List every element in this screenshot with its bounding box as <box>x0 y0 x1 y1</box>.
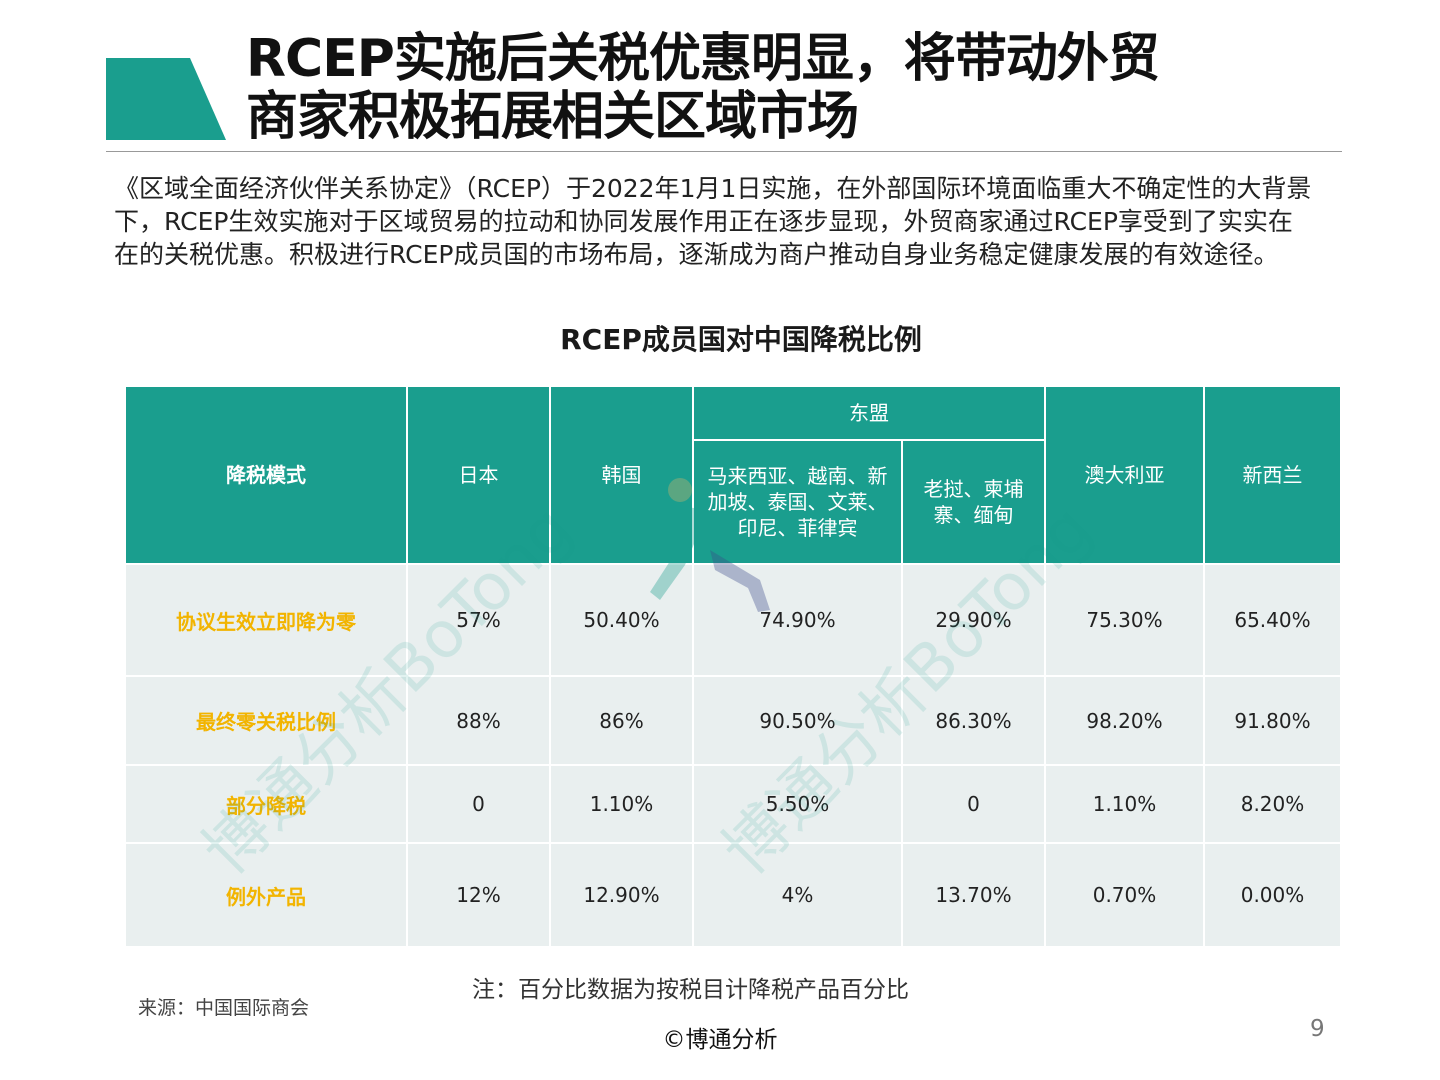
title-accent-shape <box>106 58 226 140</box>
table-cell: 65.40% <box>1203 563 1342 677</box>
table-cell: 0 <box>901 764 1046 844</box>
tariff-table: 降税模式 日本 韩国 东盟 澳大利亚 新西兰 马来西亚、越南、新加坡、泰国、文莱… <box>124 385 1342 948</box>
table-cell: 0.70% <box>1044 842 1205 948</box>
column-header-asean-3: 老挝、柬埔寨、缅甸 <box>901 439 1046 565</box>
page-number: 9 <box>1310 1016 1325 1042</box>
table-cell: 13.70% <box>901 842 1046 948</box>
table-cell: 86% <box>549 675 694 766</box>
table-cell: 0.00% <box>1203 842 1342 948</box>
page-title: RCEP实施后关税优惠明显，将带动外贸 商家积极拓展相关区域市场 <box>246 30 1346 146</box>
table-cell: 1.10% <box>1044 764 1205 844</box>
column-header-asean-7: 马来西亚、越南、新加坡、泰国、文莱、印尼、菲律宾 <box>692 439 903 565</box>
row-label: 例外产品 <box>124 842 408 948</box>
page-title-line2: 商家积极拓展相关区域市场 <box>246 87 859 147</box>
column-header-australia: 澳大利亚 <box>1044 385 1205 565</box>
table-cell: 0 <box>406 764 551 844</box>
intro-paragraph: 《区域全面经济伙伴关系协定》（RCEP）于2022年1月1日实施，在外部国际环境… <box>114 174 1312 269</box>
table-cell: 90.50% <box>692 675 903 766</box>
table-note: 注：百分比数据为按税目计降税产品百分比 <box>472 977 909 1003</box>
table-cell: 5.50% <box>692 764 903 844</box>
table-cell: 74.90% <box>692 563 903 677</box>
source-text: 来源：中国国际商会 <box>138 997 310 1019</box>
table-row: 部分降税 0 1.10% 5.50% 0 1.10% 8.20% <box>124 764 1342 844</box>
column-group-asean: 东盟 <box>692 385 1046 441</box>
table-title: RCEP成员国对中国降税比例 <box>560 323 922 356</box>
table-cell: 88% <box>406 675 551 766</box>
table-cell: 12% <box>406 842 551 948</box>
table-cell: 75.30% <box>1044 563 1205 677</box>
table-row: 例外产品 12% 12.90% 4% 13.70% 0.70% 0.00% <box>124 842 1342 948</box>
column-header-new-zealand: 新西兰 <box>1203 385 1342 565</box>
table-cell: 86.30% <box>901 675 1046 766</box>
copyright: ©博通分析 <box>662 1027 778 1053</box>
column-header-japan: 日本 <box>406 385 551 565</box>
page-title-line1: RCEP实施后关税优惠明显，将带动外贸 <box>246 29 1160 89</box>
table-cell: 4% <box>692 842 903 948</box>
table-cell: 98.20% <box>1044 675 1205 766</box>
table-cell: 12.90% <box>549 842 694 948</box>
table-cell: 29.90% <box>901 563 1046 677</box>
table-cell: 91.80% <box>1203 675 1342 766</box>
table-row: 最终零关税比例 88% 86% 90.50% 86.30% 98.20% 91.… <box>124 675 1342 766</box>
table-cell: 1.10% <box>549 764 694 844</box>
row-label: 协议生效立即降为零 <box>124 563 408 677</box>
title-divider <box>106 151 1342 152</box>
table-cell: 50.40% <box>549 563 694 677</box>
table-row: 协议生效立即降为零 57% 50.40% 74.90% 29.90% 75.30… <box>124 563 1342 677</box>
table-cell: 57% <box>406 563 551 677</box>
row-header-cell: 降税模式 <box>124 385 408 565</box>
row-label: 最终零关税比例 <box>124 675 408 766</box>
row-label: 部分降税 <box>124 764 408 844</box>
table-cell: 8.20% <box>1203 764 1342 844</box>
column-header-korea: 韩国 <box>549 385 694 565</box>
